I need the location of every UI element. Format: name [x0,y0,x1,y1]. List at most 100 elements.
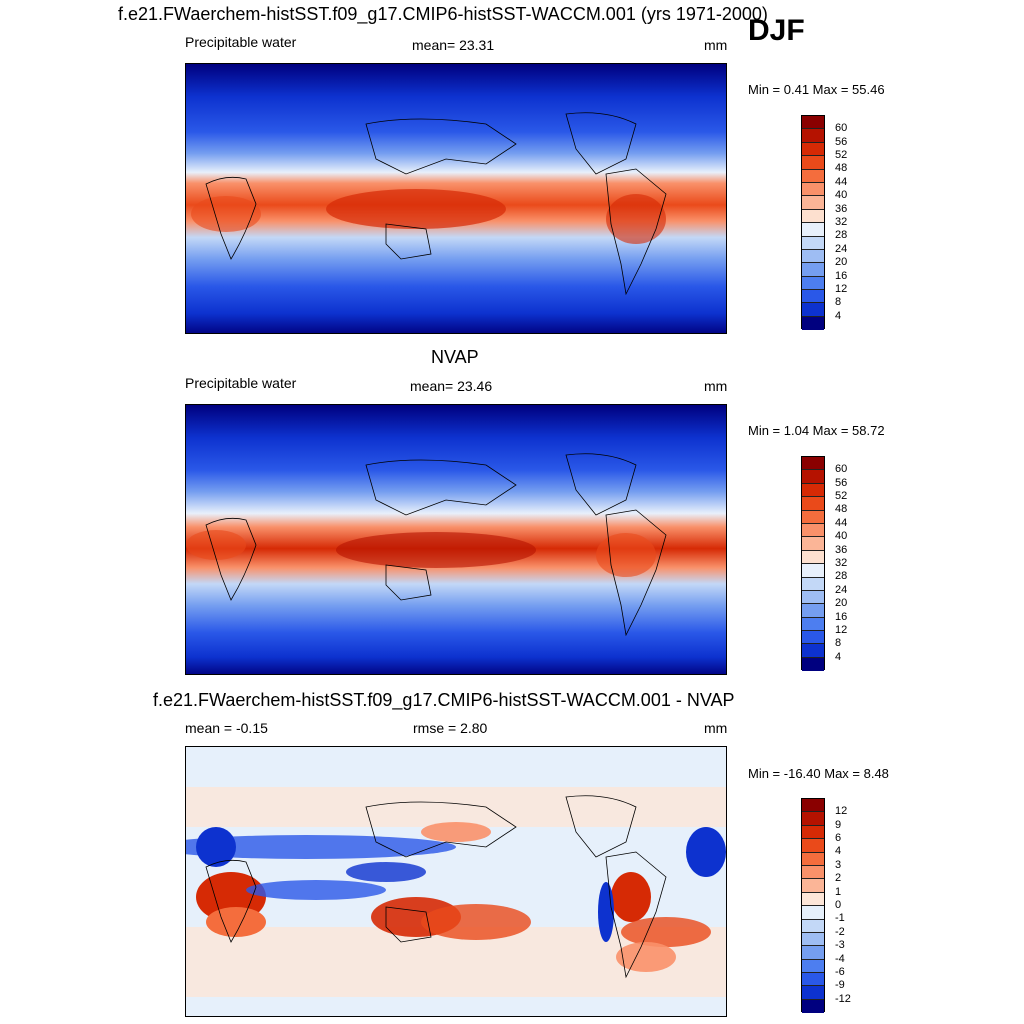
panel2-colorbar-swatch [802,497,824,511]
panel1-units-label: mm [704,37,728,53]
panel1-colorbar-swatch [802,196,824,210]
panel2-colorbar-tick: 40 [835,530,848,542]
panel1-colorbar-tick: 48 [835,162,848,174]
panel1-colorbar-tick: 56 [835,136,848,148]
panel1-colorbar-swatch [802,156,824,170]
panel3-colorbar-swatch [802,959,824,974]
panel3-colorbar-swatch [802,825,824,840]
panel1-colorbar-tick: 28 [835,229,848,241]
panel3-colorbar-swatch [802,932,824,947]
panel1-colorbar-swatch [802,209,824,224]
panel1-colorbar-swatch [802,276,824,291]
panel1-colorbar-tick: 44 [835,176,848,188]
panel3-units-label: mm [704,720,728,736]
panel3-colorbar-swatch [802,906,824,920]
panel2-colorbar [801,456,825,672]
panel3-colorbar-swatch [802,812,824,826]
panel1-colorbar-swatch [802,236,824,250]
panel3-colorbar-swatch [802,999,824,1014]
panel3-colorbar-swatch [802,892,824,907]
panel3-colorbar-swatch [802,865,824,880]
panel2-colorbar-swatch [802,604,824,618]
panel3-colorbar-swatch [802,839,824,853]
panel3-minmax: Min = -16.40 Max = 8.48 [748,766,889,781]
panel3-colorbar-swatch [802,919,824,933]
panel2-colorbar-swatch [802,631,824,645]
panel2-colorbar-tick: 52 [835,490,848,502]
panel2-colorbar-tick: 32 [835,557,848,569]
panel1-colorbar-tick: 60 [835,122,848,134]
panel1-colorbar-tick: 12 [835,283,848,295]
panel2-colorbar-swatch [802,657,824,672]
panel2-colorbar-tick: 20 [835,597,848,609]
panel3-colorbar-tick: 2 [835,872,842,884]
panel2-colorbar-swatch [802,644,824,658]
panel1-colorbar-swatch [802,290,824,304]
panel3-colorbar-swatch [802,986,824,1000]
panel2-colorbar-tick: 60 [835,463,848,475]
panel3-colorbar-tick: -4 [835,953,845,965]
panel1-colorbar-tick: 8 [835,296,842,308]
panel2-colorbar-tick: 4 [835,651,842,663]
panel2-colorbar-swatch [802,470,824,484]
panel3-colorbar-tick: -2 [835,926,845,938]
panel1-title: f.e21.FWaerchem-histSST.f09_g17.CMIP6-hi… [118,4,768,24]
panel3-title: f.e21.FWaerchem-histSST.f09_g17.CMIP6-hi… [153,690,735,710]
panel2-colorbar-swatch [802,483,824,498]
panel3-colorbar-tick: -3 [835,939,845,951]
panel1-colorbar-tick: 36 [835,203,848,215]
panel3-colorbar-tick: -9 [835,979,845,991]
panel1-colorbar-swatch [802,182,824,197]
panel2-colorbar-swatch [802,550,824,565]
panel1-minmax: Min = 0.41 Max = 55.46 [748,82,885,97]
panel2-units-label: mm [704,378,728,394]
panel3-colorbar-swatch [802,879,824,893]
panel1-colorbar-tick: 52 [835,149,848,161]
panel1-map [185,63,727,334]
panel1-colorbar-swatch [802,303,824,317]
panel2-colorbar-tick: 24 [835,584,848,596]
panel2-title: NVAP [431,347,479,367]
panel2-colorbar-tick: 48 [835,503,848,515]
panel1-colorbar-swatch [802,169,824,183]
panel2-colorbar-tick: 44 [835,517,848,529]
panel3-colorbar-tick: 9 [835,819,842,831]
panel3-colorbar-tick: -12 [835,993,851,1005]
panel2-colorbar-tick: 36 [835,544,848,556]
panel2-colorbar-tick: 56 [835,477,848,489]
season-label: DJF [748,14,805,47]
panel1-colorbar-tick: 32 [835,216,848,228]
panel1-colorbar-tick: 4 [835,310,842,322]
panel3-colorbar-tick: 1 [835,886,842,898]
panel3-colorbar [801,798,825,1014]
panel2-variable-label: Precipitable water [185,375,297,391]
panel1-colorbar-tick: 24 [835,243,848,255]
panel2-colorbar-swatch [802,510,824,524]
panel2-map [185,404,727,675]
panel2-colorbar-swatch [802,523,824,538]
panel2-colorbar-tick: 28 [835,570,848,582]
panel1-mean-label: mean= 23.31 [412,37,495,53]
panel3-colorbar-tick: 12 [835,805,848,817]
panel1-colorbar-swatch [802,316,824,331]
panel3-rmse-label: rmse = 2.80 [413,720,488,736]
panel3-colorbar-tick: -1 [835,912,845,924]
panel2-colorbar-tick: 16 [835,611,848,623]
panel2-colorbar-tick: 8 [835,637,842,649]
panel1-colorbar-swatch [802,223,824,237]
panel1-colorbar-swatch [802,263,824,277]
panel3-colorbar-swatch [802,946,824,960]
panel3-colorbar-swatch [802,799,824,813]
panel2-colorbar-swatch [802,577,824,591]
panel1-colorbar-tick: 16 [835,270,848,282]
panel1-colorbar-swatch [802,129,824,143]
panel3-map [185,746,727,1017]
panel1-variable-label: Precipitable water [185,34,297,50]
panel3-mean-label: mean = -0.15 [185,720,268,736]
panel1-colorbar [801,115,825,331]
panel3-colorbar-tick: 6 [835,832,842,844]
panel1-colorbar-swatch [802,116,824,130]
panel3-colorbar-swatch [802,973,824,987]
panel1-colorbar-tick: 20 [835,256,848,268]
panel3-colorbar-swatch [802,852,824,866]
